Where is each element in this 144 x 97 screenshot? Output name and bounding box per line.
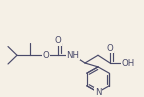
Text: N: N [95, 88, 101, 97]
Text: O: O [43, 51, 49, 60]
Text: O: O [107, 44, 113, 53]
Text: NH: NH [67, 51, 79, 60]
Text: O: O [55, 36, 61, 45]
Text: OH: OH [121, 58, 135, 68]
